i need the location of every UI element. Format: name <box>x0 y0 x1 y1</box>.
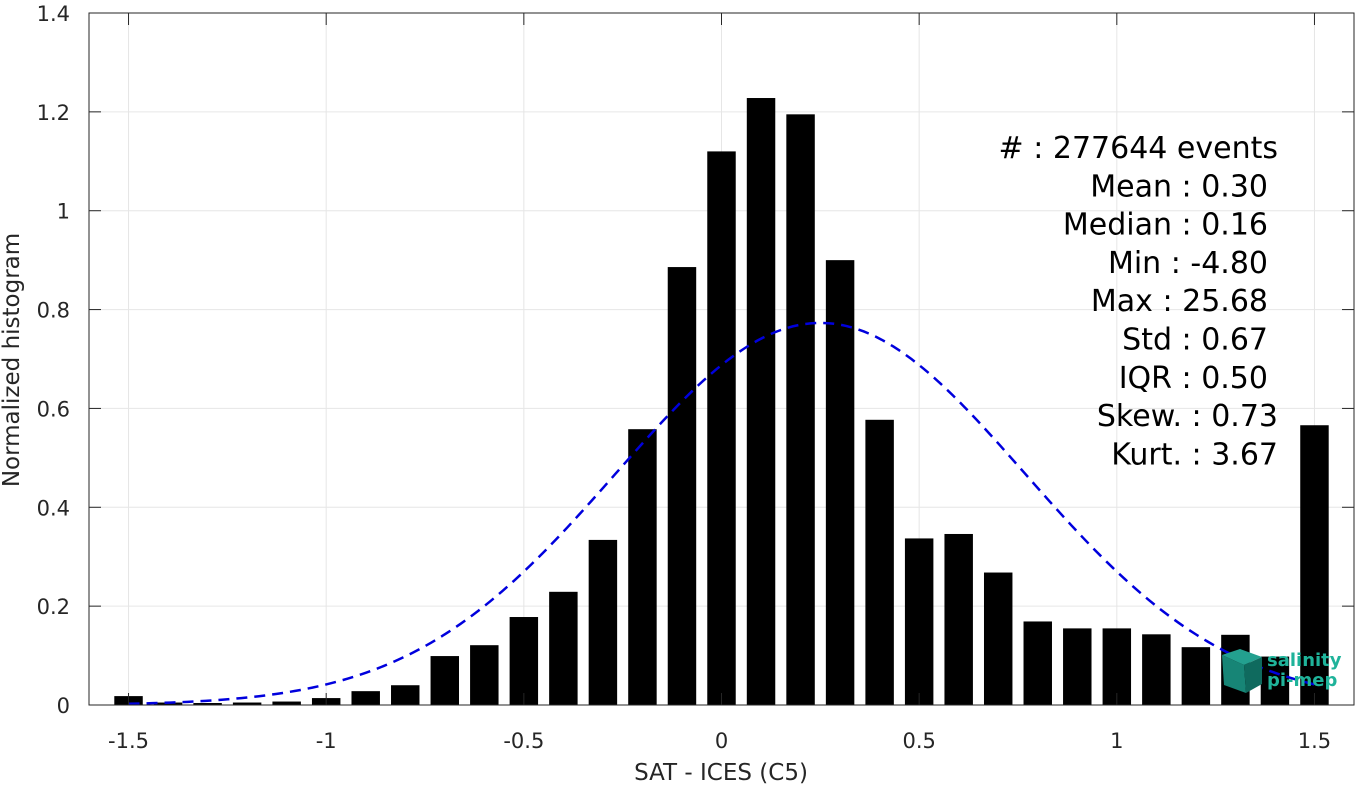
y-tick-label: 0.2 <box>37 595 70 619</box>
y-axis-label: Normalized histogram <box>0 233 25 487</box>
histogram-bar <box>707 151 736 705</box>
stats-line: IQR : 0.50 <box>1119 361 1268 396</box>
histogram-bar <box>746 98 776 705</box>
histogram-bar <box>1063 628 1092 705</box>
x-tick-label: -1 <box>316 729 337 753</box>
histogram-bar <box>391 685 420 705</box>
histogram-bar <box>786 114 815 706</box>
x-tick-labels: -1.5 -1 -0.5 0 0.5 1 1.5 <box>108 729 1331 753</box>
histogram-bar <box>272 701 301 705</box>
histogram-bar <box>865 419 894 705</box>
histogram-bar <box>1142 634 1171 705</box>
histogram-bar <box>1023 621 1052 705</box>
histogram-bars <box>114 98 1329 706</box>
logo-text-pimep: pi-mep <box>1267 670 1337 691</box>
stats-line: Min : -4.80 <box>1108 246 1268 281</box>
histogram-bar <box>904 538 934 705</box>
histogram-bar <box>825 260 855 705</box>
y-tick-label: 1.2 <box>37 101 70 125</box>
histogram-bar <box>1300 425 1329 705</box>
histogram-bar <box>983 572 1013 705</box>
x-tick-label: 0 <box>715 729 728 753</box>
y-tick-labels: 0 0.2 0.4 0.6 0.8 1 1.2 1.4 <box>37 2 70 718</box>
stats-line: Skew. : 0.73 <box>1097 399 1278 434</box>
x-tick-label: 1 <box>1110 729 1123 753</box>
y-tick-label: 0.8 <box>37 299 70 323</box>
stats-line: # : 277644 events <box>999 131 1278 166</box>
axis-ticks <box>89 12 1354 706</box>
histogram-bar <box>430 656 460 705</box>
stats-line: Mean : 0.30 <box>1090 169 1268 204</box>
histogram-bar <box>588 539 618 705</box>
histogram-bar <box>509 617 539 705</box>
salinity-pimep-logo: salinity pi-mep <box>1222 649 1342 693</box>
x-tick-label: 0.5 <box>902 729 935 753</box>
histogram-bar <box>1181 647 1211 705</box>
histogram-bar <box>351 691 380 705</box>
stats-line: Median : 0.16 <box>1063 208 1268 243</box>
histogram-bar <box>667 267 697 705</box>
histogram-bar <box>628 429 657 705</box>
histogram-bar <box>232 702 262 705</box>
histogram-bar <box>470 645 499 705</box>
histogram-bar <box>1260 656 1290 705</box>
x-tick-label: -1.5 <box>108 729 149 753</box>
y-tick-label: 0 <box>57 694 70 718</box>
stats-line: Kurt. : 3.67 <box>1111 437 1278 472</box>
stats-line: Max : 25.68 <box>1091 284 1268 319</box>
histogram-bar <box>549 591 578 705</box>
cube-icon <box>1222 649 1262 693</box>
logo-text-salinity: salinity <box>1267 650 1342 671</box>
histogram-bar <box>193 703 222 705</box>
x-tick-label: 1.5 <box>1298 729 1331 753</box>
y-tick-label: 1.4 <box>37 2 70 26</box>
y-tick-label: 0.4 <box>37 496 70 520</box>
histogram-bar <box>1102 628 1132 705</box>
y-tick-label: 0.6 <box>37 397 70 421</box>
x-tick-label: -0.5 <box>503 729 544 753</box>
y-tick-label: 1 <box>57 200 70 224</box>
x-axis-label: SAT - ICES (C5) <box>634 760 808 785</box>
normal-fit-curve <box>128 321 1315 706</box>
stats-line: Std : 0.67 <box>1122 323 1268 358</box>
histogram-bar <box>944 533 973 705</box>
